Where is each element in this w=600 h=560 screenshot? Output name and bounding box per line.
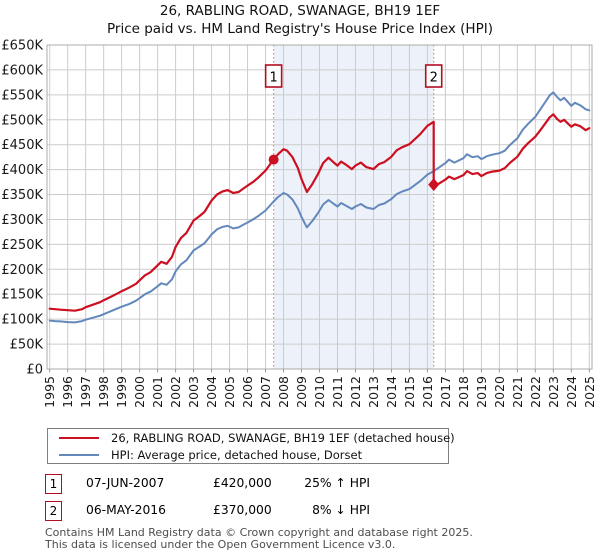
legend-item-hpi: HPI: Average price, detached house, Dors… <box>48 448 448 462</box>
license-footer-line1: Contains HM Land Registry data © Crown c… <box>45 526 473 539</box>
y-tick-label: £600K <box>1 63 43 78</box>
x-tick-label: 2017 <box>438 376 453 408</box>
sale-event-badge-1 <box>264 64 283 88</box>
sale-event-badge-label-2: 2 <box>430 71 438 86</box>
y-tick-label: £350K <box>1 188 43 203</box>
sale-1-date: 07-JUN-2007 <box>86 476 165 490</box>
hpi-series-line <box>48 91 591 324</box>
hpi-line-swatch <box>59 453 99 456</box>
x-tick-label: 2003 <box>186 376 201 408</box>
sale-event-badge-label-1: 1 <box>269 71 277 86</box>
x-tick-label: 2005 <box>222 376 237 408</box>
legend-item-price: 26, RABLING ROAD, SWANAGE, BH19 1EF (det… <box>48 431 455 445</box>
x-tick-label: 2018 <box>456 376 471 408</box>
x-tick-label: 2023 <box>546 376 561 408</box>
x-tick-label: 2025 <box>582 376 597 408</box>
sale-2-number-badge: 2 <box>45 501 62 521</box>
license-footer: Contains HM Land Registry data © Crown c… <box>45 527 473 550</box>
x-tick-label: 1997 <box>78 376 93 408</box>
price-chart: 1 2 £0 £50K £100K £150K £200K £250K £300K £350K £4… <box>1 39 597 408</box>
sale-marker-2 <box>428 178 440 192</box>
x-tick-label: 2012 <box>348 376 363 408</box>
price-series-line <box>48 113 591 312</box>
x-tick-label: 2001 <box>150 376 165 408</box>
y-tick-label: £50K <box>10 338 44 353</box>
x-tick-label: 2013 <box>366 376 381 408</box>
x-tick-label: 1996 <box>60 376 75 408</box>
x-tick-label: 2014 <box>384 376 399 408</box>
x-tick-label: 2015 <box>402 376 417 408</box>
y-tick-label: £0 <box>26 363 43 378</box>
chart-legend: 26, RABLING ROAD, SWANAGE, BH19 1EF (det… <box>47 428 455 464</box>
sale-1-hpi-delta: 25% ↑ HPI <box>304 476 370 490</box>
y-tick-label: £450K <box>1 138 43 153</box>
y-tick-label: £200K <box>1 263 43 278</box>
page-title: 26, RABLING ROAD, SWANAGE, BH19 1EF <box>159 3 441 19</box>
x-tick-label: 2000 <box>132 376 147 408</box>
y-tick-label: £300K <box>1 213 43 228</box>
price-line-swatch <box>59 436 99 439</box>
y-tick-label: £550K <box>1 88 43 103</box>
x-tick-label: 2021 <box>510 376 525 408</box>
x-tick-label: 2020 <box>492 376 507 408</box>
license-footer-line2: This data is licensed under the Open Gov… <box>45 537 396 551</box>
x-tick-label: 1995 <box>42 376 57 408</box>
x-tick-label: 2004 <box>204 376 219 408</box>
x-tick-label: 2016 <box>420 376 435 408</box>
legend-label-hpi: HPI: Average price, detached house, Dors… <box>111 447 363 462</box>
x-tick-label: 2009 <box>294 376 309 408</box>
y-tick-label: £100K <box>1 313 43 328</box>
page-subtitle: Price paid vs. HM Land Registry's House … <box>107 21 493 37</box>
x-tick-label: 2010 <box>312 376 327 408</box>
x-tick-label: 2019 <box>474 376 489 408</box>
y-tick-label: £250K <box>1 238 43 253</box>
sale-record-2: 2 06-MAY-2016 £370,000 8% ↓ HPI <box>0 501 600 521</box>
sale-marker-1 <box>268 154 279 165</box>
sale-record-1: 1 07-JUN-2007 £420,000 25% ↑ HPI <box>0 474 600 494</box>
sale-1-price: £420,000 <box>213 476 272 490</box>
sale-2-price: £370,000 <box>213 503 272 517</box>
y-tick-label: £400K <box>1 163 43 178</box>
x-tick-label: 2008 <box>276 376 291 408</box>
x-tick-label: 2007 <box>258 376 273 408</box>
sale-2-date: 06-MAY-2016 <box>86 503 166 517</box>
legend-label-price: 26, RABLING ROAD, SWANAGE, BH19 1EF (det… <box>111 430 455 445</box>
y-tick-label: £650K <box>1 39 43 54</box>
x-tick-label: 2022 <box>528 376 543 408</box>
sale-1-number-badge: 1 <box>45 474 62 494</box>
y-tick-label: £150K <box>1 288 43 303</box>
x-tick-label: 1998 <box>96 376 111 408</box>
y-tick-label: £500K <box>1 113 43 128</box>
x-tick-label: 1999 <box>114 376 129 408</box>
x-tick-label: 2024 <box>564 376 579 408</box>
sale-2-hpi-delta: 8% ↓ HPI <box>312 503 370 517</box>
x-tick-label: 2002 <box>168 376 183 408</box>
x-tick-label: 2006 <box>240 376 255 408</box>
sale-event-badge-2 <box>424 64 443 88</box>
x-tick-label: 2011 <box>330 376 345 408</box>
